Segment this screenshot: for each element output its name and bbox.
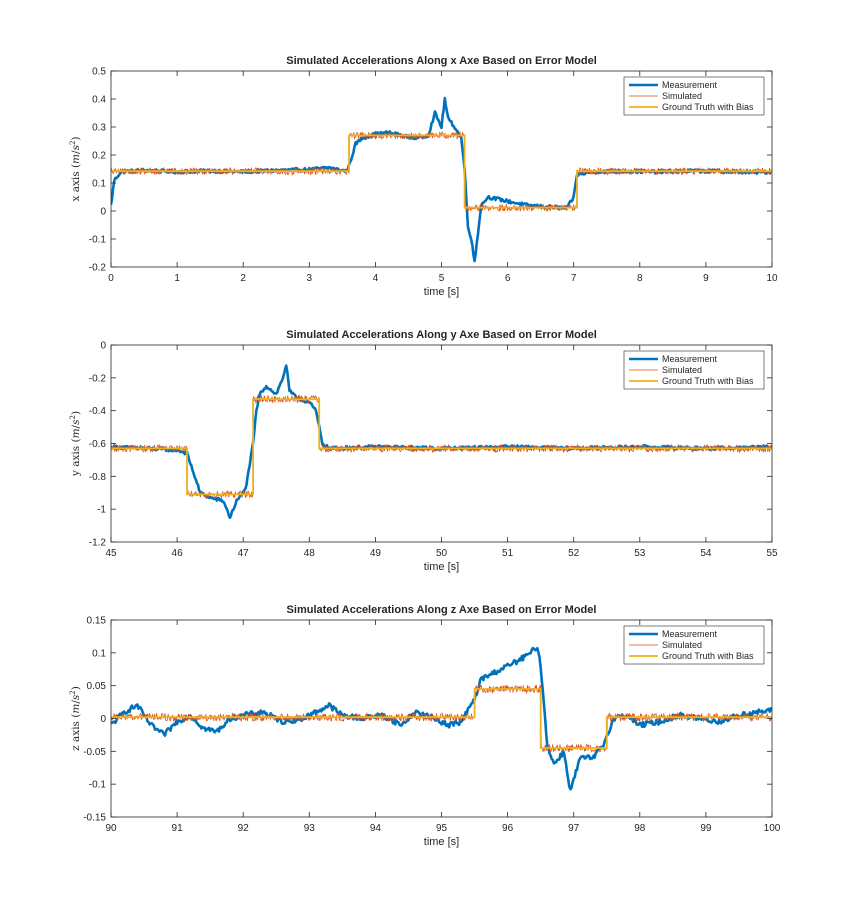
y-tick-label: -1.2 xyxy=(89,538,107,549)
x-axis-label: time [s] xyxy=(424,286,459,298)
x-tick-label: 9 xyxy=(703,273,709,284)
y-tick-label: -0.05 xyxy=(83,747,106,758)
y-tick-label: -0.6 xyxy=(89,439,107,450)
y-tick-label: 0.15 xyxy=(87,616,107,627)
x-tick-label: 6 xyxy=(505,273,511,284)
y-tick-label: 0.4 xyxy=(92,95,106,106)
y-tick-label: 0.1 xyxy=(92,179,106,190)
legend-label: Simulated xyxy=(662,640,702,650)
y-tick-label: -0.2 xyxy=(89,263,107,274)
subplot-2: 45 46 47 48 49 50 51 52 53 54 55 -1.2 -1 -0.8 -0.6 -0.4… xyxy=(69,329,778,573)
y-tick-label: 0 xyxy=(100,714,106,725)
y-tick-label: -0.4 xyxy=(89,406,107,417)
x-tick-label: 97 xyxy=(568,823,580,834)
legend-label: Ground Truth with Bias xyxy=(662,376,754,386)
y-tick-label: 0 xyxy=(100,207,106,218)
x-tick-label: 47 xyxy=(238,548,250,559)
x-tick-label: 0 xyxy=(108,273,114,284)
subplot-1: 0 1 2 3 4 5 6 7 8 9 10 -0.2 -0.1 0 0.1 0.2 0.3 0.4 0.5 Simu… xyxy=(69,55,778,298)
y-tick-label: -0.1 xyxy=(89,235,107,246)
legend-label: Measurement xyxy=(662,80,718,90)
plot-area xyxy=(111,364,772,520)
x-tick-label: 96 xyxy=(502,823,514,834)
subplot-3: 90 91 92 93 94 95 96 97 98 99 100 -0.15 -0.1 -0.05 0 0.… xyxy=(69,604,781,848)
x-tick-label: 8 xyxy=(637,273,643,284)
plot-area xyxy=(111,646,772,791)
x-tick-label: 49 xyxy=(370,548,382,559)
x-tick-label: 52 xyxy=(568,548,580,559)
y-tick-label: 0.1 xyxy=(92,648,106,659)
chart-title: Simulated Accelerations Along z Axe Base… xyxy=(287,604,597,616)
ground-truth-line xyxy=(111,398,772,496)
x-tick-label: 1 xyxy=(174,273,180,284)
measurement-line xyxy=(111,96,772,263)
x-tick-label: 50 xyxy=(436,548,448,559)
x-axis-label: time [s] xyxy=(424,836,459,848)
legend-label: Measurement xyxy=(662,629,718,639)
x-tick-label: 3 xyxy=(307,273,313,284)
ground-truth-line xyxy=(111,688,772,749)
y-tick-label: 0.2 xyxy=(92,151,106,162)
y-axis-label: x axis (m/s2) xyxy=(69,136,82,201)
y-tick-label: 0.5 xyxy=(92,67,106,78)
x-tick-label: 53 xyxy=(634,548,646,559)
x-tick-label: 98 xyxy=(634,823,646,834)
y-tick-label: -0.2 xyxy=(89,373,107,384)
x-tick-label: 7 xyxy=(571,273,577,284)
y-tick-label: -0.8 xyxy=(89,472,107,483)
x-tick-label: 45 xyxy=(105,548,117,559)
y-tick-label: 0.05 xyxy=(87,681,107,692)
legend-label: Simulated xyxy=(662,365,702,375)
y-tick-label: -0.15 xyxy=(83,813,106,824)
y-axis-label: y axis (m/s2) xyxy=(69,411,82,477)
x-tick-label: 55 xyxy=(766,548,778,559)
ground-truth-line xyxy=(111,134,772,209)
chart-title: Simulated Accelerations Along y Axe Base… xyxy=(286,329,597,341)
x-tick-label: 93 xyxy=(304,823,316,834)
legend-label: Measurement xyxy=(662,354,718,364)
x-tick-label: 46 xyxy=(172,548,184,559)
y-tick-label: 0 xyxy=(100,341,106,352)
x-tick-label: 99 xyxy=(700,823,712,834)
y-tick-label: -0.1 xyxy=(89,780,107,791)
x-tick-label: 100 xyxy=(764,823,781,834)
x-tick-label: 10 xyxy=(766,273,778,284)
x-tick-label: 2 xyxy=(240,273,246,284)
x-tick-label: 51 xyxy=(502,548,514,559)
x-tick-label: 91 xyxy=(172,823,184,834)
x-tick-label: 95 xyxy=(436,823,448,834)
y-tick-label: -1 xyxy=(97,505,106,516)
legend-label: Simulated xyxy=(662,91,702,101)
x-tick-label: 48 xyxy=(304,548,316,559)
y-axis-label: z axis (m/s2) xyxy=(69,686,82,751)
x-tick-label: 54 xyxy=(700,548,712,559)
legend-label: Ground Truth with Bias xyxy=(662,102,754,112)
simulated-line xyxy=(111,131,772,212)
plot-area xyxy=(111,96,772,263)
x-tick-label: 94 xyxy=(370,823,382,834)
y-tick-label: 0.3 xyxy=(92,123,106,134)
measurement-line xyxy=(111,646,772,791)
legend-label: Ground Truth with Bias xyxy=(662,651,754,661)
x-tick-label: 92 xyxy=(238,823,250,834)
x-axis-label: time [s] xyxy=(424,561,459,573)
x-tick-label: 90 xyxy=(105,823,117,834)
x-tick-label: 4 xyxy=(373,273,379,284)
x-tick-label: 5 xyxy=(439,273,445,284)
chart-title: Simulated Accelerations Along x Axe Base… xyxy=(286,55,597,67)
